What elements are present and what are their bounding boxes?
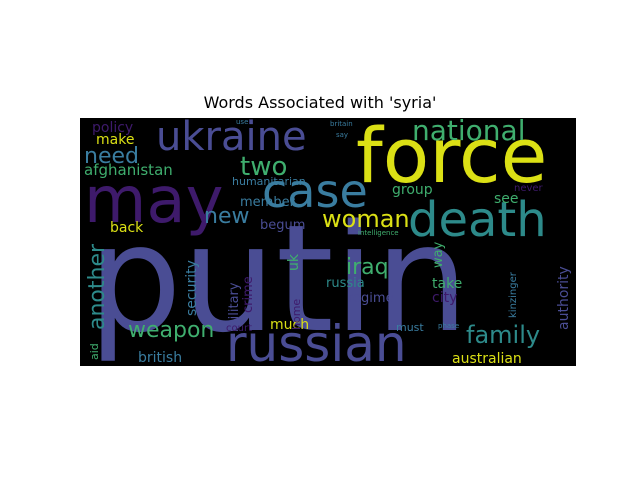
word-say: say bbox=[336, 131, 348, 139]
word-cloud-background bbox=[80, 118, 576, 366]
word-must: must bbox=[396, 321, 424, 334]
word-may: may bbox=[84, 164, 223, 238]
chart-title: Words Associated with 'syria' bbox=[203, 93, 437, 112]
word-weapon: weapon bbox=[128, 318, 214, 343]
word-way: way bbox=[431, 241, 446, 268]
word-security: security bbox=[184, 260, 200, 316]
word-make: make bbox=[96, 132, 134, 148]
word-humanitarian: humanitarian bbox=[232, 175, 306, 188]
word-aid: aid bbox=[88, 343, 101, 360]
word-new: new bbox=[204, 204, 249, 229]
word-two: two bbox=[240, 152, 287, 182]
word-military: military bbox=[227, 282, 242, 332]
word-australian: australian bbox=[452, 351, 522, 367]
word-regime: regime bbox=[348, 291, 394, 306]
word-woman: woman bbox=[322, 205, 410, 233]
word-putin: putin bbox=[88, 193, 469, 365]
word-never: never bbox=[514, 183, 544, 194]
word-see: see bbox=[494, 191, 519, 207]
word-russia: russia bbox=[326, 276, 365, 291]
word-uk: uk bbox=[286, 253, 302, 271]
word-national: national bbox=[412, 114, 525, 147]
word-another: another bbox=[85, 243, 110, 330]
word-phase: phase bbox=[438, 322, 459, 330]
word-afghanistan: afghanistan bbox=[84, 161, 173, 179]
word-iraq: iraq bbox=[346, 255, 389, 280]
word-court: court bbox=[226, 323, 252, 334]
word-kinzinger: kinzinger bbox=[508, 271, 519, 318]
word-intelligence: intelligence bbox=[358, 229, 399, 237]
word-ukraine: ukraine bbox=[156, 114, 307, 160]
word-russian: russian bbox=[226, 315, 407, 373]
word-family: family bbox=[466, 321, 540, 349]
word-need: need bbox=[84, 144, 139, 169]
word-death: death bbox=[408, 192, 547, 248]
word-policy: policy bbox=[92, 120, 133, 136]
word-city: city bbox=[432, 290, 457, 306]
word-crime: crime bbox=[241, 276, 256, 313]
word-take: take bbox=[432, 276, 462, 292]
word-home: home bbox=[290, 299, 303, 330]
word-authority: authority bbox=[556, 266, 572, 330]
word-much: much bbox=[270, 317, 309, 333]
word-use: use bbox=[236, 118, 248, 126]
word-britain: britain bbox=[330, 120, 353, 128]
word-british: british bbox=[138, 350, 182, 366]
word-force: force bbox=[356, 111, 547, 200]
word-case: case bbox=[262, 164, 368, 218]
word-back: back bbox=[110, 220, 144, 236]
word-member: member bbox=[240, 195, 296, 210]
word-begum: begum bbox=[260, 218, 305, 233]
word-group: group bbox=[392, 182, 433, 198]
